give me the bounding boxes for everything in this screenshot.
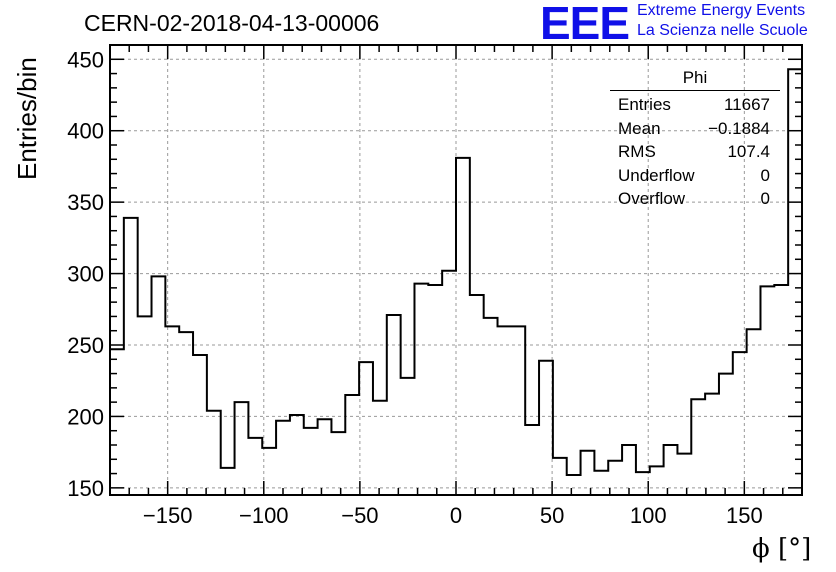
stats-box: Phi Entries 11667 Mean −0.1884 RMS 107.4…	[610, 68, 780, 211]
histogram-bin	[138, 316, 152, 495]
grid-layer	[110, 45, 802, 495]
histogram-bin	[359, 362, 373, 495]
histogram-bin	[484, 318, 498, 495]
histogram-bin	[331, 432, 345, 495]
x-tick-label: 50	[540, 503, 564, 528]
histogram-bin	[456, 158, 470, 495]
histogram-bin	[774, 285, 788, 495]
stats-label: Mean	[618, 118, 661, 138]
x-tick-label: 150	[726, 503, 763, 528]
y-tick-label: 250	[67, 333, 104, 358]
eee-logo: EEE	[540, 0, 630, 49]
x-tick-label: −50	[341, 503, 378, 528]
histogram-bin	[373, 401, 387, 495]
histogram-bin	[733, 352, 747, 495]
histogram-bin	[470, 295, 484, 495]
stats-label: Entries	[618, 95, 671, 114]
stats-row-rms: RMS 107.4	[610, 140, 780, 164]
histogram-bin	[207, 411, 221, 495]
histogram-bin	[581, 451, 595, 495]
histogram-outline	[110, 68, 802, 476]
stats-value: 0	[760, 189, 770, 208]
stats-label: Underflow	[618, 165, 695, 185]
histogram-bin	[553, 458, 567, 495]
histogram-bin	[511, 326, 525, 495]
histogram-bin	[387, 315, 401, 495]
histogram-bin	[594, 471, 608, 495]
histogram-bin	[747, 329, 761, 495]
histogram-bin	[428, 285, 442, 495]
histogram-bin	[248, 438, 262, 495]
y-tick-label: 150	[67, 476, 104, 501]
stats-value: 107.4	[727, 142, 770, 161]
histogram-bin	[193, 355, 207, 495]
histogram-bin	[539, 361, 553, 495]
ticks-layer	[110, 44, 802, 495]
histogram-bin	[152, 276, 166, 495]
y-tick-label: 450	[67, 47, 104, 72]
x-tick-label: −100	[239, 503, 289, 528]
histogram-bin	[318, 419, 332, 495]
stats-value: 0	[760, 165, 770, 185]
histogram-bin	[290, 415, 304, 495]
histogram-bin	[124, 218, 138, 495]
stats-row-overflow: Overflow 0	[610, 187, 780, 211]
histogram-bin	[235, 402, 249, 495]
y-tick-label: 400	[67, 119, 104, 144]
y-tick-label: 300	[67, 262, 104, 287]
histogram-bin	[179, 332, 193, 495]
stats-divider	[610, 90, 780, 91]
stats-value: 11667	[723, 95, 770, 114]
logo-caption-line1: Extreme Energy Events	[637, 2, 806, 19]
y-tick-label: 200	[67, 404, 104, 429]
histogram-bin	[442, 271, 456, 495]
histogram-bin	[705, 394, 719, 495]
histogram-bin	[276, 421, 290, 495]
logo-caption-line2: La Scienza nelle Scuole	[637, 22, 808, 39]
stats-label: Overflow	[618, 189, 686, 208]
histogram-bin	[691, 399, 705, 495]
histogram-bin	[525, 425, 539, 495]
histogram-bin	[165, 326, 179, 495]
histogram-bin	[760, 286, 774, 495]
stats-label: RMS	[618, 142, 656, 161]
histogram-bin	[622, 445, 636, 495]
histogram-bin	[221, 468, 235, 495]
stats-title: Phi	[682, 68, 708, 87]
chart-title: CERN-02-2018-04-13-00006	[84, 10, 380, 36]
x-tick-label: 0	[450, 503, 462, 528]
histogram-bin	[498, 326, 512, 495]
stats-row-underflow: Underflow 0	[610, 164, 780, 188]
histogram-bin	[677, 454, 691, 495]
stats-value: −0.1884	[708, 118, 770, 138]
histogram-bin	[401, 378, 415, 495]
histogram-bin	[414, 284, 428, 495]
histogram-bin	[719, 374, 733, 495]
histogram-bin	[345, 395, 359, 495]
histogram-bin	[567, 475, 581, 495]
y-tick-label: 350	[67, 190, 104, 215]
tick-labels-layer: −150 −100 −50 0 50 100 150 150 200 250 300 350 400 45…	[67, 47, 762, 528]
histogram-bin	[664, 445, 678, 495]
x-tick-label: 100	[630, 503, 667, 528]
stats-row-mean: Mean −0.1884	[610, 117, 780, 141]
histogram-bin	[304, 428, 318, 495]
stats-row-entries: Entries 11667	[610, 93, 780, 117]
x-axis-label: ϕ [°]	[752, 534, 812, 564]
x-tick-label: −150	[143, 503, 193, 528]
histogram-bin	[650, 466, 664, 495]
